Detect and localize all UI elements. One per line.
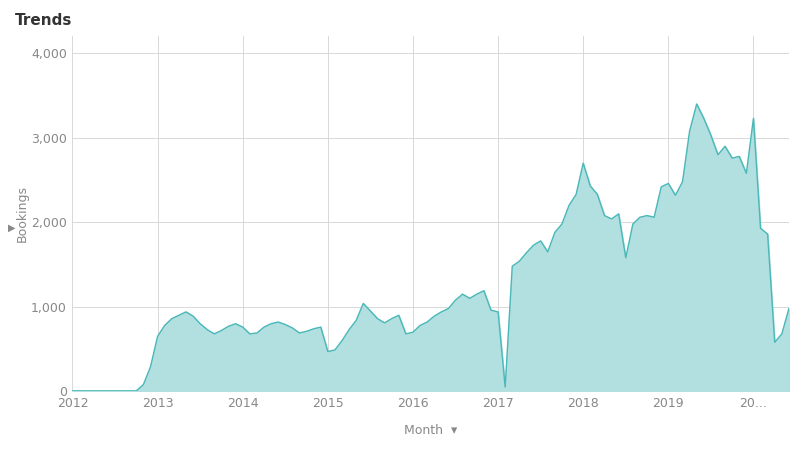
X-axis label: Month  ▾: Month ▾ [404,424,457,437]
Text: Trends: Trends [15,13,72,28]
Y-axis label: Bookings: Bookings [16,185,29,243]
Text: ▶: ▶ [8,222,15,233]
